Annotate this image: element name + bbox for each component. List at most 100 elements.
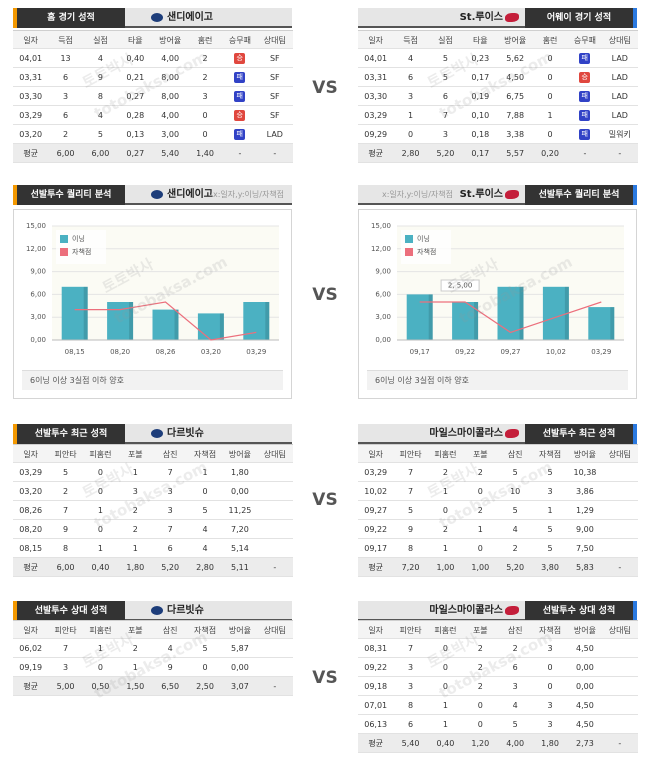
table-header: 상대팀 (602, 30, 638, 49)
table-cell: 2,73 (567, 734, 603, 753)
table-cell: 패 (222, 87, 258, 106)
table-cell: 패 (567, 87, 603, 106)
bar-side (519, 286, 524, 340)
table-cell: 6 (47, 68, 84, 87)
table-cell (602, 658, 638, 677)
legend-label: 이닝 (72, 234, 85, 243)
table-cell: 4 (497, 520, 533, 539)
table-cell: 1 (532, 106, 568, 125)
section-title: 선발투수 최근 성적 (525, 424, 637, 444)
table-cell: 2 (427, 463, 464, 482)
table-header: 득점 (392, 30, 429, 49)
table-header: 방어율 (567, 620, 603, 639)
table-cell: 6 (152, 539, 188, 558)
table-cell: 3 (117, 482, 153, 501)
table-cell: 1 (82, 501, 119, 520)
table-cell: - (602, 558, 638, 577)
axis-note: x:일자,y:이닝/자책점 (213, 190, 285, 199)
table-cell: 03,20 (13, 482, 49, 501)
x-tick-label: 08,15 (65, 348, 85, 356)
table-cell: 9 (47, 520, 84, 539)
table-header: 삼진 (152, 444, 188, 463)
table-cell: 3 (152, 501, 188, 520)
table-header: 피홈런 (427, 620, 464, 639)
table-cell: 09,19 (13, 658, 49, 677)
table-cell: 0 (187, 482, 223, 501)
table-cell: 08,31 (358, 639, 394, 658)
bar (497, 286, 524, 340)
table-cell: 0 (462, 539, 498, 558)
table-cell: 5,20 (497, 558, 533, 577)
table-cell: 2 (497, 639, 533, 658)
table-cell: 3 (187, 87, 223, 106)
bar-side (219, 313, 224, 340)
table-header: 상대팀 (257, 444, 293, 463)
table-cell: 0,40 (427, 734, 464, 753)
table-header: 피안타 (392, 444, 429, 463)
table-cell: LAD (602, 49, 638, 68)
table-cell: - (602, 734, 638, 753)
table-cell: 6 (497, 658, 533, 677)
table-cell: 0 (392, 125, 429, 144)
bar-side (474, 302, 479, 340)
table-cell: 5 (427, 49, 464, 68)
table-header: 방어율 (152, 30, 188, 49)
table-cell: 5 (187, 639, 223, 658)
table-cell: 0 (532, 125, 568, 144)
bar (61, 286, 88, 340)
table-cell: 9 (392, 520, 429, 539)
table-cell: 0 (462, 715, 498, 734)
table-cell: 1,29 (567, 501, 603, 520)
table-cell: 1 (427, 696, 464, 715)
table-cell: 7,20 (222, 520, 258, 539)
table-cell: 3,38 (497, 125, 533, 144)
table-cell: 평균 (13, 558, 49, 577)
table-cell: 03,31 (358, 68, 394, 87)
table-cell (602, 463, 638, 482)
team-logo (505, 429, 519, 438)
legend-swatch (60, 235, 68, 243)
vs-label: VS (312, 78, 338, 98)
table-cell: 0 (427, 639, 464, 658)
table-header: 피안타 (47, 444, 84, 463)
table-cell: 2 (462, 463, 498, 482)
table-cell: 5 (532, 520, 568, 539)
table-cell: 0,18 (462, 125, 498, 144)
table-cell: 3 (532, 639, 568, 658)
table-cell: 10,02 (358, 482, 394, 501)
table-cell: 06,02 (13, 639, 49, 658)
table-cell (257, 539, 293, 558)
table-cell: 3 (392, 677, 429, 696)
table-header: 상대팀 (257, 620, 293, 639)
table-cell: 3 (47, 87, 84, 106)
table-cell: 07,01 (358, 696, 394, 715)
table-header: 홈런 (532, 30, 568, 49)
table-cell (257, 463, 293, 482)
table-cell: 6,00 (47, 558, 84, 577)
table-cell: 2 (47, 125, 84, 144)
table-cell: 승 (567, 68, 603, 87)
table-cell (602, 501, 638, 520)
table-header: 홈런 (187, 30, 223, 49)
result-icon: 패 (579, 53, 591, 64)
table-cell: 3,00 (152, 125, 188, 144)
result-icon: 패 (579, 91, 591, 102)
table-header: 일자 (358, 30, 394, 49)
table-cell: 2 (47, 482, 84, 501)
table-cell: 3 (47, 658, 84, 677)
table-cell: 1 (117, 539, 153, 558)
chart-box: 0,00 3,00 6,00 9,00 12,00 15,00 09,17 09,22 09,2… (358, 209, 637, 399)
table-cell: 5 (497, 463, 533, 482)
table-cell: 2 (117, 639, 153, 658)
table-cell: 2 (497, 539, 533, 558)
table-cell: 1 (427, 482, 464, 501)
table-header: 실점 (82, 30, 119, 49)
table-cell: 3,07 (222, 677, 258, 696)
table-header: 자책점 (532, 444, 568, 463)
table-cell: 0 (532, 49, 568, 68)
table-cell: 4 (82, 49, 119, 68)
table-cell: 승 (222, 106, 258, 125)
table-cell: 1 (532, 501, 568, 520)
table-cell: 09,22 (358, 520, 394, 539)
y-tick-label: 9,00 (30, 268, 46, 276)
